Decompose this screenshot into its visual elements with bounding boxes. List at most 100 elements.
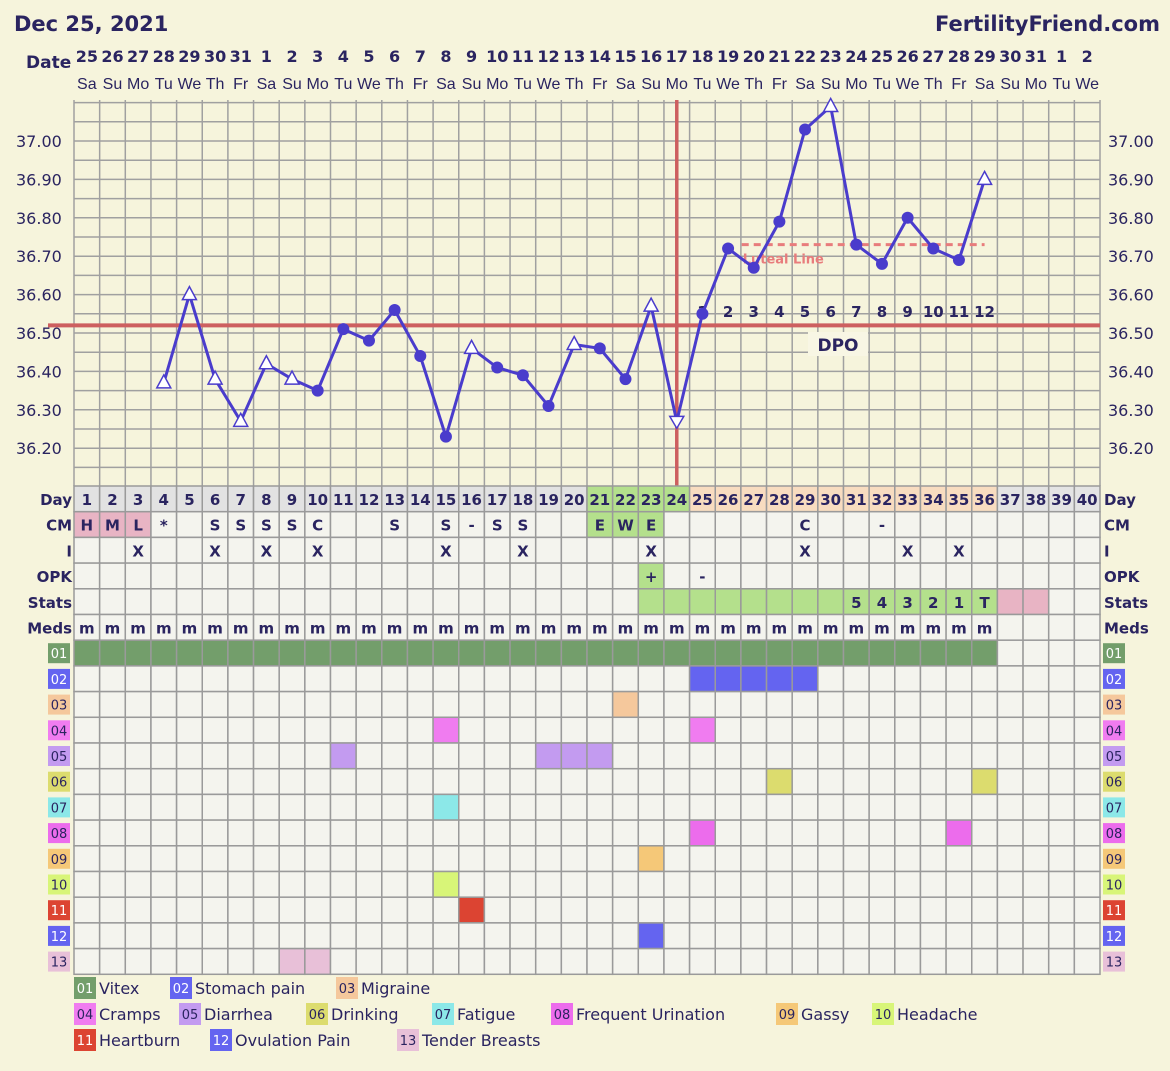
row-cell-day: [842, 485, 870, 513]
row-cell-meds: [1022, 613, 1050, 641]
row-cell-cm: [355, 510, 383, 539]
cell-cm: S: [517, 517, 528, 535]
temp-point-open: [155, 373, 173, 389]
symptom-cell: [252, 845, 280, 873]
symptom-cell: [996, 742, 1024, 770]
row-cell-day: [1073, 485, 1101, 513]
symptom-cell: [842, 922, 870, 950]
row-cell-meds: [1073, 613, 1101, 641]
symptom-cell: [175, 896, 204, 924]
symptom-cell-marked: [304, 639, 332, 667]
symptom-cell: [791, 716, 819, 744]
symptom-code-badge: [48, 900, 70, 921]
symptom-cell: [996, 947, 1024, 976]
symptom-cell: [688, 742, 716, 770]
temp-point-filled: [799, 123, 812, 136]
cell-meds: m: [592, 620, 608, 638]
symptom-cell: [304, 819, 332, 847]
row-cell-i: [817, 536, 845, 564]
weekday: Tu: [1052, 76, 1070, 93]
row-cell-day: [919, 485, 947, 513]
symptom-cell: [1022, 845, 1050, 873]
symptom-cell: [919, 845, 947, 873]
symptom-cell-marked: [637, 639, 665, 667]
symptom-cell: [996, 896, 1024, 924]
date-number: 8: [440, 47, 451, 66]
symptom-cell: [227, 819, 255, 847]
symptom-cell-marked: [817, 639, 845, 667]
symptom-cell: [304, 922, 332, 950]
symptom-cell: [329, 845, 357, 873]
day-number: 4: [159, 491, 169, 509]
symptom-cell: [791, 845, 819, 873]
temp-point-open: [463, 338, 480, 355]
symptom-code-badge-right: [1103, 668, 1125, 689]
row-cell-stats: [278, 588, 306, 616]
temp-point-open: [283, 369, 301, 385]
symptom-cell-marked: [432, 793, 460, 821]
row-cell-i: [150, 536, 178, 564]
cell-cm: L: [133, 517, 143, 535]
y-tick-right: 36.40: [1108, 362, 1154, 381]
cell-i: X: [261, 542, 273, 560]
row-cell-cm: [1047, 510, 1076, 539]
day-number: 36: [974, 491, 995, 509]
row-label-meds: Meds: [27, 620, 72, 638]
row-cell-stats: [483, 588, 511, 616]
row-cell-opk: [124, 562, 152, 590]
symptom-cell: [663, 665, 691, 693]
symptom-cell: [227, 845, 255, 873]
symptom-code: 13: [51, 956, 68, 971]
symptom-cell-marked: [586, 639, 614, 667]
cell-cm: S: [261, 517, 272, 535]
symptom-cell: [894, 767, 922, 796]
symptom-cell: [868, 716, 896, 744]
temp-point-open: [206, 369, 224, 385]
temp-point-filled: [747, 261, 760, 274]
weekday: We: [896, 76, 920, 93]
date-number: 26: [896, 47, 918, 66]
symptom-cell: [1073, 947, 1101, 976]
symptom-code-right: 13: [1106, 956, 1123, 971]
symptom-cell: [355, 690, 383, 719]
symptom-cell: [278, 922, 306, 950]
symptom-cell-marked: [688, 716, 716, 744]
row-cell-opk: [586, 562, 614, 590]
cell-meds: m: [772, 620, 788, 638]
row-cell-opk: [919, 562, 947, 590]
symptom-cell: [586, 845, 614, 873]
symptom-cell-marked: [894, 639, 922, 667]
symptom-code-right: 08: [1106, 827, 1123, 842]
symptom-cell: [1047, 767, 1076, 796]
legend-code: 02: [173, 982, 190, 997]
cell-cm: C: [312, 517, 323, 535]
symptom-cell: [868, 767, 896, 796]
symptom-cell: [124, 819, 152, 847]
legend-item: 13 Tender Breasts: [397, 1029, 541, 1051]
day-number: 2: [107, 491, 117, 509]
symptom-cell: [227, 665, 255, 693]
date-number: 20: [743, 47, 765, 66]
row-cell-i: [458, 536, 486, 564]
row-cell-stats: [663, 588, 691, 616]
symptom-cell: [124, 793, 152, 821]
day-number: 24: [666, 491, 687, 509]
symptom-cell-marked: [509, 639, 537, 667]
symptom-code-badge: [48, 848, 70, 869]
legend-swatch: [74, 1003, 96, 1025]
symptom-cell: [868, 922, 896, 950]
legend-code: 03: [339, 982, 356, 997]
weekday: Sa: [257, 76, 277, 93]
row-cell-opk: [98, 562, 127, 590]
symptom-cell-marked: [534, 742, 563, 770]
cell-meds: m: [438, 620, 454, 638]
symptom-cell: [688, 793, 716, 821]
symptom-cell: [304, 896, 332, 924]
symptom-code-right: 07: [1106, 801, 1123, 816]
row-cell-i: [919, 536, 947, 564]
symptom-code: 07: [51, 801, 68, 816]
symptom-cell: [894, 716, 922, 744]
symptom-cell: [817, 896, 845, 924]
day-number: 6: [210, 491, 220, 509]
symptom-cell-marked: [458, 639, 486, 667]
